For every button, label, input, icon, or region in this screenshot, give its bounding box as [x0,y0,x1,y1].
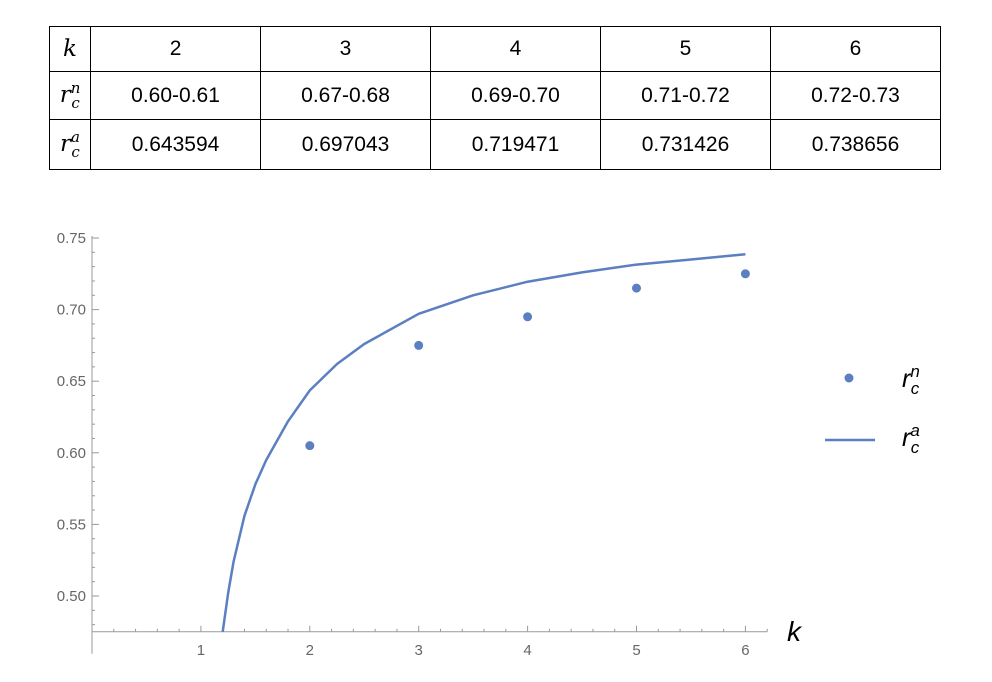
x-tick-label: 1 [197,642,205,659]
data-point-rcn [523,312,533,322]
x-tick-label: 3 [415,642,423,659]
table-cell: 0.60-0.61 [90,71,262,120]
data-point-rcn [632,283,641,293]
table-cell: 0.643594 [90,119,262,170]
legend-marker-rcn [844,373,854,383]
data-point-rcn [305,441,315,451]
data-point-rcn [414,340,424,350]
table-cell: 0.738656 [769,119,942,170]
legend-label-rca: ra c [902,421,920,457]
table-cell: 0.731426 [600,119,771,170]
table-cell: 0.67-0.68 [260,71,432,120]
table-cell: 0.719471 [430,119,601,170]
series-points [305,269,750,451]
k-symbol: k [63,36,77,62]
y-tick-label: 0.60 [57,445,86,462]
x-tick-label: 2 [306,642,314,659]
table-cell: 0.697043 [260,119,432,170]
y-tick-label: 0.50 [57,588,86,605]
axes: k [91,236,803,654]
header-k-cell: 5 [600,26,771,72]
x-tick-label: 4 [523,642,531,659]
x-axis-label: k [787,616,803,647]
series-line-rca [221,252,746,632]
series-line [221,252,746,632]
table-cell: 0.71-0.72 [600,71,771,120]
data-point-rcn [740,269,750,279]
x-tick-label: 6 [741,642,749,659]
y-tick-label: 0.70 [57,302,86,319]
x-tick-label: 5 [632,642,640,659]
y-tick-label: 0.75 [57,230,86,247]
header-symbol-cell: k [48,26,92,72]
y-tick-label: 0.55 [57,516,86,533]
table-header-row: k 2 3 4 5 6 [48,26,942,72]
ticks: 1 2 3 4 5 6 0.50 0.55 0.60 0.65 0.70 0.75 [57,230,768,659]
header-k-cell: 6 [769,26,942,72]
legend: rn c ra c [825,362,920,457]
y-tick-label: 0.65 [57,373,86,390]
header-k-cell: 2 [90,26,262,72]
legend-label-rcn: rn c [902,362,920,398]
